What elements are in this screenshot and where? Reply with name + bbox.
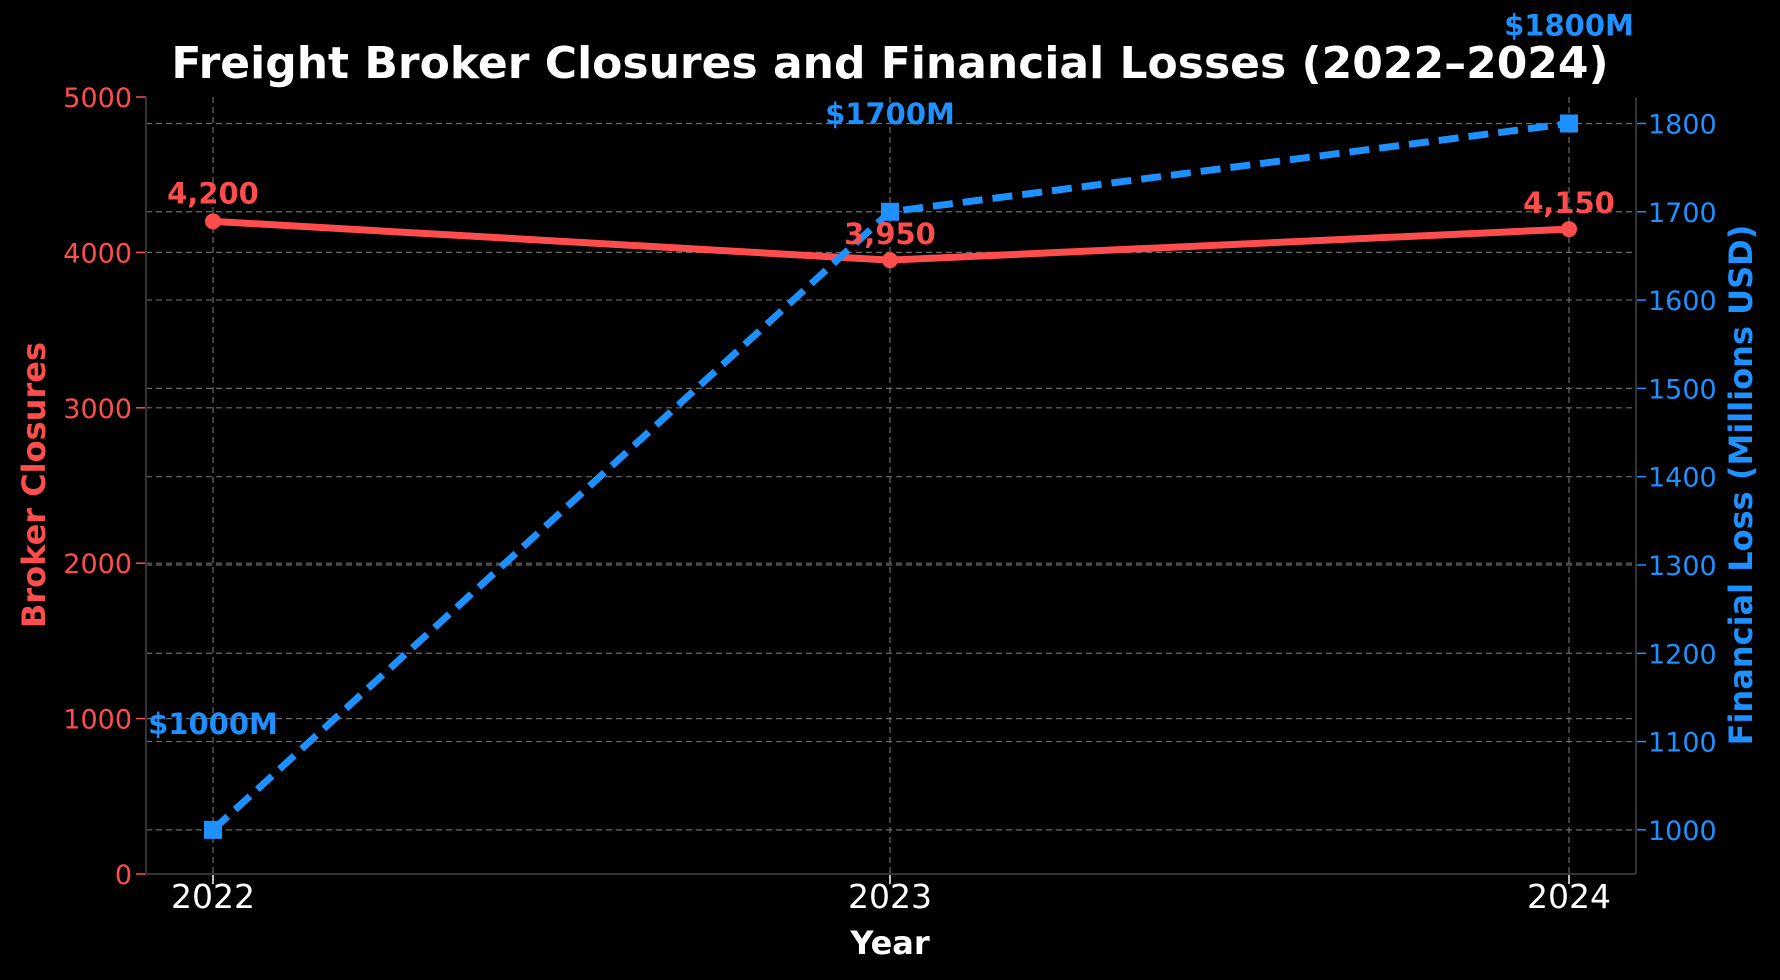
y-axis-right-title: Financial Loss (Millions USD) (1722, 225, 1760, 746)
closures-data-label: 4,200 (167, 176, 259, 210)
closures-data-label: 3,950 (844, 217, 936, 251)
y-right-tick-label: 1000 (1648, 816, 1717, 847)
y-left-tick-label: 4000 (63, 238, 132, 269)
losses-data-label: $1800M (1504, 8, 1634, 42)
y-left-tick-label: 2000 (63, 549, 132, 580)
closures-point (1561, 221, 1577, 238)
losses-data-label: $1000M (148, 707, 278, 741)
axes: 0 1000 2000 3000 4000 5000 1000 1100 1200 1300 140… (63, 83, 1716, 916)
x-tick-label: 2022 (171, 877, 255, 916)
y-left-tick-label: 5000 (63, 83, 132, 114)
x-axis-title: Year (849, 924, 930, 962)
y-axis-left-title: Broker Closures (15, 342, 53, 628)
y-left-tick-label: 0 (115, 860, 132, 891)
series (204, 114, 1578, 839)
losses-point (204, 820, 222, 839)
y-right-tick-label: 1700 (1648, 198, 1717, 229)
chart-title: Freight Broker Closures and Financial Lo… (171, 38, 1608, 89)
y-left-tick-label: 3000 (63, 394, 132, 425)
y-left-tick-label: 1000 (63, 705, 132, 736)
x-tick-label: 2023 (848, 877, 932, 916)
y-right-tick-label: 1800 (1648, 109, 1717, 140)
losses-point (881, 202, 899, 221)
closures-point (205, 213, 221, 230)
y-right-tick-label: 1600 (1648, 286, 1717, 317)
losses-data-label: $1700M (825, 97, 955, 131)
y-right-tick-label: 1500 (1648, 374, 1717, 405)
closures-data-label: 4,150 (1523, 186, 1615, 220)
y-right-tick-label: 1400 (1648, 463, 1717, 494)
closures-point (882, 252, 898, 269)
x-tick-label: 2024 (1527, 877, 1611, 916)
y-right-tick-label: 1200 (1648, 639, 1717, 670)
y-right-tick-label: 1100 (1648, 728, 1717, 759)
y-right-tick-label: 1300 (1648, 551, 1717, 582)
data-labels: 4,200 3,950 4,150 $1000M $1700M $1800M (148, 8, 1634, 740)
losses-point (1560, 114, 1578, 133)
